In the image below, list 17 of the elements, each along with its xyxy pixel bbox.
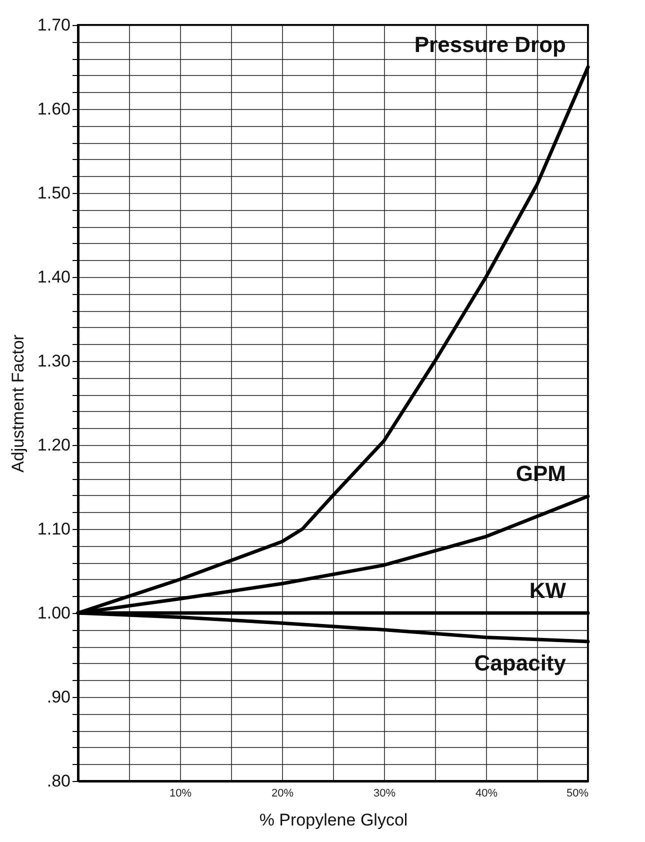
y-axis-title: Adjustment Factor <box>8 334 28 472</box>
y-tick-label: 1.00 <box>37 604 70 622</box>
x-axis-title: % Propylene Glycol <box>259 810 408 830</box>
y-tick-label: .80 <box>46 772 70 790</box>
y-tick-label: 1.70 <box>37 16 70 34</box>
y-tick-label: 1.60 <box>37 100 70 118</box>
y-tick-label: 1.20 <box>37 436 70 454</box>
y-tick-label: 1.30 <box>37 352 70 370</box>
x-tick-label: 40% <box>475 788 498 800</box>
x-tick-label: 30% <box>373 788 396 800</box>
x-tick-label: 10% <box>169 788 192 800</box>
y-tick-label: 1.10 <box>37 520 70 538</box>
x-tick-label: 20% <box>271 788 294 800</box>
x-tick-label: 50% <box>566 788 589 800</box>
y-tick-label: 1.40 <box>37 268 70 286</box>
y-tick-label: 1.50 <box>37 184 70 202</box>
y-tick-label: .90 <box>46 688 70 706</box>
